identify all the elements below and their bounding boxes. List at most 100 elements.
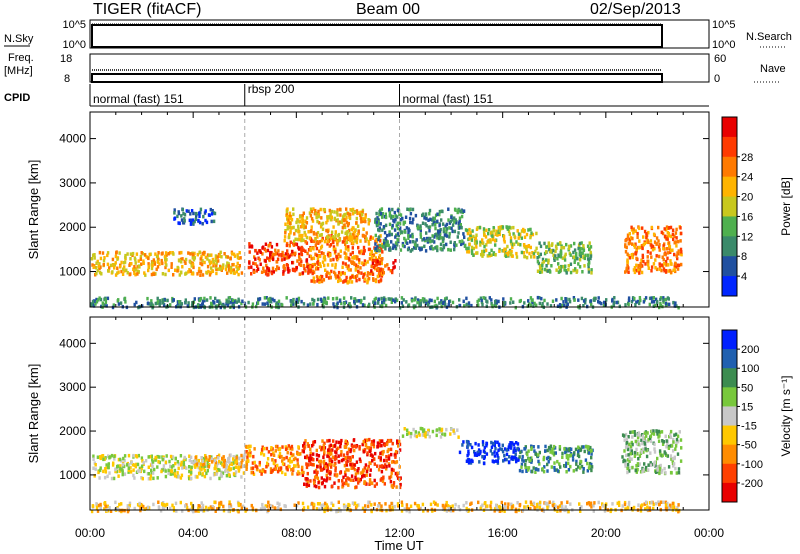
data-cell (317, 254, 321, 259)
data-cell (308, 236, 311, 240)
data-cell (592, 298, 595, 302)
data-cell (495, 229, 498, 234)
data-cell (254, 262, 257, 266)
data-cell (582, 467, 585, 471)
data-cell (668, 434, 671, 439)
data-cell (211, 505, 214, 509)
data-cell (332, 225, 335, 229)
data-cell (318, 275, 321, 280)
data-cell (396, 208, 400, 213)
data-cell (372, 444, 376, 449)
data-cell (568, 299, 572, 304)
data-cell (203, 211, 207, 215)
data-cell (378, 444, 381, 448)
data-cell (239, 256, 242, 260)
data-cell (97, 264, 100, 268)
data-cell (150, 462, 154, 466)
data-cell (267, 244, 270, 248)
data-cell (553, 461, 556, 465)
data-cell (413, 501, 417, 506)
data-cell (589, 445, 592, 450)
data-cell (306, 471, 309, 476)
data-cell (547, 455, 550, 460)
data-cell (302, 226, 306, 230)
data-cell (140, 466, 143, 471)
data-cell (392, 215, 395, 219)
data-cell (509, 301, 512, 305)
data-cell (465, 508, 469, 513)
data-cell (189, 260, 192, 264)
data-cell (162, 298, 165, 303)
data-cell (106, 253, 109, 258)
data-cell (617, 500, 621, 505)
data-cell (628, 459, 631, 463)
data-cell (377, 228, 380, 232)
data-cell (399, 217, 402, 222)
data-cell (367, 242, 371, 246)
data-cell (184, 298, 187, 302)
data-cell (567, 461, 570, 466)
data-cell (513, 446, 516, 450)
data-cell (350, 466, 353, 470)
data-cell (618, 304, 621, 309)
data-cell (489, 240, 492, 244)
data-cell (674, 240, 678, 244)
data-cell (121, 472, 124, 477)
data-cell (434, 223, 437, 227)
data-cell (233, 271, 236, 275)
data-cell (253, 447, 256, 451)
data-cell (360, 220, 363, 224)
data-cell (570, 447, 573, 451)
data-cell (601, 502, 604, 506)
data-cell (639, 509, 643, 513)
data-cell (334, 230, 337, 234)
data-cell (137, 453, 140, 458)
data-cell (525, 468, 528, 473)
cpid-label: CPID (4, 92, 30, 104)
x-tick-label: 12:00 (384, 526, 414, 540)
data-cell (326, 450, 330, 455)
data-cell (327, 276, 331, 280)
data-cell (106, 296, 110, 301)
data-cell (384, 463, 387, 467)
data-cell (402, 298, 405, 302)
data-cell (529, 506, 532, 511)
data-cell (495, 503, 498, 508)
data-cell (122, 456, 125, 461)
data-cell (654, 464, 657, 468)
data-cell (500, 500, 503, 505)
data-cell (121, 469, 124, 473)
data-cell (296, 259, 299, 263)
data-cell (181, 257, 184, 261)
data-cell (314, 208, 317, 213)
data-cell (93, 299, 96, 303)
data-cell (638, 454, 642, 458)
data-cell (518, 455, 521, 459)
data-cell (540, 267, 544, 271)
data-cell (625, 453, 628, 458)
data-cell (539, 264, 542, 268)
data-cell (353, 300, 356, 304)
data-cell (446, 504, 450, 508)
data-cell (274, 449, 277, 453)
data-cell (490, 248, 493, 253)
data-cell (634, 439, 637, 444)
data-cell (414, 430, 417, 434)
data-cell (248, 448, 251, 453)
data-cell (382, 238, 386, 243)
data-cell (184, 257, 188, 262)
data-cell (383, 241, 386, 246)
data-cell (447, 506, 450, 511)
data-cell (316, 219, 319, 224)
data-cell (547, 241, 550, 245)
data-cell (349, 208, 352, 212)
data-cell (182, 459, 185, 463)
data-cell (161, 272, 165, 276)
data-cell (398, 212, 401, 217)
data-cell (406, 247, 410, 252)
data-cell (314, 237, 317, 241)
data-cell (673, 433, 676, 437)
data-cell (355, 477, 358, 482)
data-cell (119, 265, 122, 269)
data-cell (351, 246, 354, 250)
